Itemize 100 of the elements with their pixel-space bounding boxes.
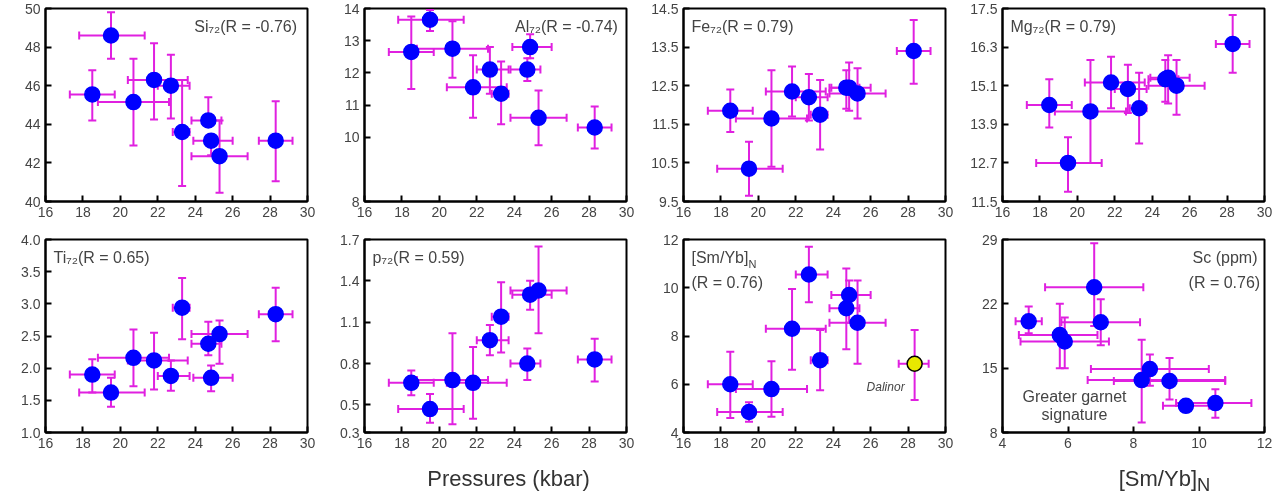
x-tick-label: 12 [1256, 434, 1273, 451]
annotation: Greater garnet signature [1022, 387, 1128, 423]
y-tick-label: 50 [24, 0, 41, 17]
text: Si₇₂(R = -0.76) [194, 17, 298, 35]
y-tick-label: 13 [343, 32, 360, 49]
y-tick-label: 44 [24, 116, 41, 133]
x-tick-label: 30 [937, 434, 954, 451]
series-label: Dalinor [866, 379, 906, 394]
x-tick-label: 24 [187, 434, 204, 451]
x-tick-label: 22 [150, 203, 166, 220]
y-tick-label: 2.0 [21, 360, 41, 377]
x-axis-title: [Sm/Yb]$_{N}$ [1118, 466, 1211, 498]
x-tick-label: 6 [1064, 434, 1073, 451]
x-tick-label: 24 [825, 434, 842, 451]
x-tick-label: 20 [750, 203, 767, 220]
x-tick-label: 8 [1129, 434, 1138, 451]
x-tick-label: 28 [581, 434, 598, 451]
x-tick-label: 30 [299, 434, 316, 451]
x-tick-label: 22 [788, 434, 804, 451]
x-tick-label: 18 [713, 434, 729, 451]
y-tick-label: 4.0 [21, 231, 41, 248]
x-tick-label: 26 [1181, 203, 1198, 220]
x-tick-label: 20 [431, 203, 448, 220]
y-tick-label: 3.5 [21, 263, 41, 280]
text: p₇₂(R = 0.59) [372, 248, 465, 266]
x-tick-label: 20 [112, 434, 129, 451]
x-tick-label: 30 [299, 203, 316, 220]
y-tick-label: 16.3 [970, 39, 998, 56]
x-tick-label: 30 [618, 203, 635, 220]
y-tick-label: 12.5 [651, 77, 679, 94]
text: (R = 0.76) [691, 273, 764, 291]
x-tick-label: 24 [506, 203, 523, 220]
x-tick-label: 20 [112, 203, 129, 220]
y-tick-label: 10 [662, 279, 679, 296]
x-tick-label: 26 [224, 434, 241, 451]
y-tick-label: 12 [662, 231, 679, 248]
x-tick-label: 28 [900, 434, 917, 451]
y-tick-label: 13.5 [651, 39, 679, 56]
x-tick-label: 22 [469, 434, 485, 451]
y-tick-label: 15.1 [970, 77, 998, 94]
x-tick-label: 26 [224, 203, 241, 220]
x-tick-label: 26 [862, 203, 879, 220]
y-tick-label: 10 [343, 129, 360, 146]
y-tick-label: 12.7 [970, 154, 998, 171]
y-tick-label: 1.1 [340, 314, 360, 331]
y-tick-label: 17.5 [970, 0, 998, 17]
y-tick-label: 1.5 [21, 392, 41, 409]
y-tick-label: 15 [981, 360, 998, 377]
x-tick-label: 10 [1191, 434, 1207, 451]
x-tick-label: 28 [262, 203, 279, 220]
x-tick-label: 24 [187, 203, 204, 220]
text: Al₇₂(R = -0.74) [515, 17, 618, 35]
y-tick-label: 11.5 [652, 116, 679, 133]
x-tick-label: 20 [431, 434, 448, 451]
x-tick-label: 26 [543, 203, 560, 220]
y-tick-label: 0.8 [340, 355, 360, 372]
x-tick-label: 24 [825, 203, 842, 220]
y-tick-label: 14.5 [651, 0, 679, 17]
y-tick-label: 22 [981, 295, 998, 312]
x-tick-label: 18 [394, 434, 410, 451]
y-tick-label: 14 [343, 0, 360, 17]
x-tick-label: 18 [713, 203, 729, 220]
x-tick-label: 20 [1069, 203, 1086, 220]
x-tick-label: 28 [262, 434, 279, 451]
y-tick-label: 42 [24, 154, 41, 171]
x-tick-label: 18 [1032, 203, 1048, 220]
x-axis-title: Pressures (kbar) [427, 466, 590, 491]
y-tick-label: 3.0 [21, 295, 41, 312]
y-tick-label: 10.5 [651, 154, 679, 171]
y-tick-label: 12 [343, 64, 360, 81]
y-tick-label: 0.5 [340, 396, 360, 413]
y-tick-label: 8 [670, 328, 679, 344]
y-tick-label: 29 [981, 231, 998, 248]
text: Mg₇₂(R = 0.79) [1010, 17, 1117, 35]
text: Ti₇₂(R = 0.65) [53, 248, 150, 266]
x-tick-label: 24 [506, 434, 523, 451]
x-tick-label: 28 [900, 203, 917, 220]
x-tick-label: 22 [1107, 203, 1123, 220]
x-tick-label: 18 [75, 434, 91, 451]
text: Fe₇₂(R = 0.79) [691, 17, 794, 35]
x-tick-label: 22 [788, 203, 804, 220]
x-tick-label: 30 [1256, 203, 1273, 220]
x-tick-label: 30 [618, 434, 635, 451]
x-tick-label: 24 [1144, 203, 1161, 220]
y-tick-label: 11 [344, 97, 360, 113]
text: (R = 0.76) [1188, 273, 1261, 291]
y-tick-label: 48 [24, 39, 41, 56]
x-tick-label: 22 [150, 434, 166, 451]
x-tick-label: 26 [543, 434, 560, 451]
x-tick-label: 28 [1219, 203, 1236, 220]
y-tick-label: 1.4 [340, 272, 360, 289]
y-tick-label: 1.7 [340, 231, 360, 248]
x-tick-label: 20 [750, 434, 767, 451]
x-tick-label: 18 [75, 203, 91, 220]
x-tick-label: 30 [937, 203, 954, 220]
y-tick-label: 2.5 [21, 328, 41, 344]
x-tick-label: 18 [394, 203, 410, 220]
text: Sc (ppm) [1192, 248, 1258, 266]
y-tick-label: 13.9 [970, 116, 998, 133]
y-tick-label: 6 [670, 376, 679, 393]
